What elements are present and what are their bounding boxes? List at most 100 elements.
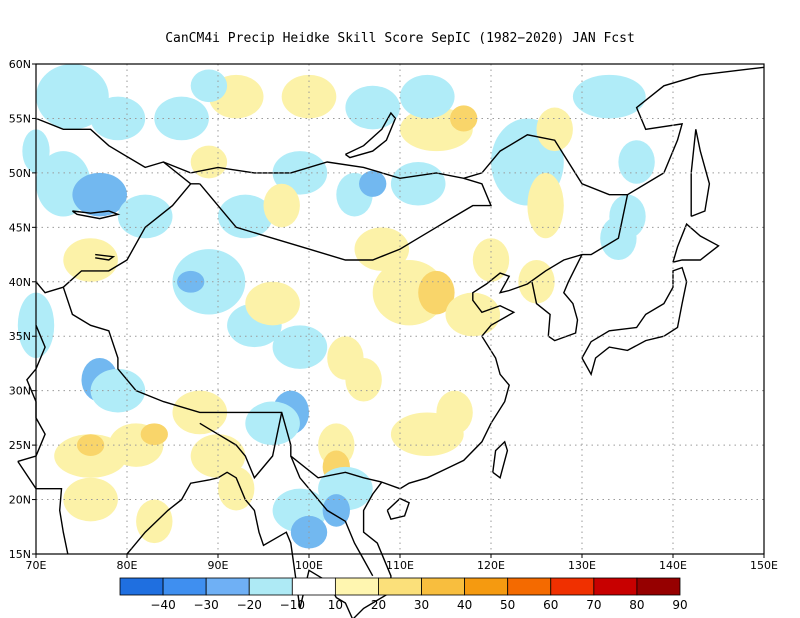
skill-patch [63, 477, 118, 522]
skill-patch [536, 107, 573, 152]
skill-patch [190, 145, 228, 179]
skill-patch [76, 434, 105, 456]
colorbar-label: 10 [328, 598, 343, 612]
lat-tick-label: 15N [9, 548, 31, 561]
map-title: CanCM4i Precip Heidke Skill Score SepIC … [165, 31, 635, 46]
coastline-segment [17, 461, 69, 555]
skill-patch [400, 74, 455, 119]
skill-patch [245, 281, 300, 326]
lat-tick-label: 50N [9, 167, 31, 180]
coastline-segment [381, 253, 583, 490]
coastline-segment [131, 471, 301, 609]
coastline-segment [492, 440, 509, 479]
lon-tick-label: 130E [568, 559, 596, 572]
colorbar-swatch [162, 577, 207, 596]
latitude-labels: 15N 20N 25N 30N 35N 40N 45N 50N 55N 60N [9, 58, 36, 561]
skill-patch [436, 390, 473, 435]
coastline-segment [126, 548, 133, 555]
skill-patch [345, 358, 382, 402]
colorbar-label: −40 [150, 598, 175, 612]
longitude-labels: 70E 80E 90E 100E 110E 120E 130E 140E 150E [26, 554, 778, 572]
coastline-segment [690, 129, 711, 218]
coastline-segment [35, 117, 200, 185]
coastline-segment [386, 497, 410, 521]
skill-patch [245, 401, 300, 446]
colorbar-swatch [378, 577, 422, 596]
lat-tick-label: 60N [9, 58, 31, 71]
colorbar-label: 20 [371, 598, 386, 612]
coastline-segment [290, 455, 374, 577]
coastline-segment [62, 183, 192, 288]
lat-tick-label: 30N [9, 385, 31, 398]
coastline-segment [672, 222, 720, 263]
colorbar-swatch [593, 577, 638, 596]
coastline-segment [62, 286, 382, 483]
skill-patch [190, 69, 228, 103]
colorbar-swatch [291, 577, 336, 596]
colorbar-swatch [550, 577, 595, 596]
colorbar: −40 −30 −20 −10 10 20 30 40 50 60 70 80 90 [119, 577, 688, 612]
skill-shading [17, 63, 655, 549]
coastline-segment [199, 177, 493, 261]
skill-patch [36, 63, 109, 130]
colorbar-swatch [464, 577, 509, 596]
lat-tick-label: 35N [9, 330, 31, 343]
skill-patch [72, 172, 127, 217]
lat-tick-label: 40N [9, 276, 31, 289]
colorbar-swatch [421, 577, 466, 596]
colorbar-swatch [636, 577, 681, 596]
coastline-segment [95, 253, 116, 261]
lon-tick-label: 70E [26, 559, 47, 572]
skill-patch [359, 170, 387, 197]
coastline-segment [344, 111, 397, 159]
lon-tick-label: 140E [659, 559, 687, 572]
skill-patch [322, 494, 350, 527]
lon-tick-label: 110E [386, 559, 414, 572]
colorbar-swatch [205, 577, 250, 596]
skill-patch [154, 96, 209, 141]
colorbar-swatch [334, 577, 379, 596]
skill-patch [218, 194, 273, 239]
skill-patch [445, 292, 501, 337]
skill-patch [450, 105, 478, 132]
skill-patch [90, 368, 146, 413]
lat-tick-label: 20N [9, 494, 31, 507]
coastline-segment [71, 210, 121, 220]
colorbar-label: 30 [414, 598, 429, 612]
colorbar-swatch [119, 577, 164, 596]
coastline-segment [581, 266, 688, 377]
coastline-segment [35, 281, 64, 294]
skill-patch [172, 249, 246, 315]
skill-patch [117, 194, 173, 239]
colorbar-label: 40 [457, 598, 472, 612]
lat-tick-label: 25N [9, 439, 31, 452]
skill-patch [272, 325, 328, 369]
skill-patch [263, 183, 300, 228]
skill-patch [618, 140, 655, 184]
skill-patch [345, 85, 401, 130]
skill-patch [472, 238, 510, 282]
colorbar-label: 90 [672, 598, 687, 612]
lon-tick-label: 100E [295, 559, 323, 572]
coastlines-and-borders [17, 66, 765, 618]
colorbar-label: −10 [280, 598, 305, 612]
colorbar-swatch [507, 577, 552, 596]
colorbar-label: 80 [629, 598, 644, 612]
skill-patch [90, 96, 146, 141]
skill-patch [527, 172, 564, 239]
colorbar-label: −20 [237, 598, 262, 612]
lat-tick-label: 55N [9, 112, 31, 125]
skill-patch [272, 151, 328, 195]
coastline-segment [199, 412, 283, 480]
graticule [36, 64, 764, 554]
skill-patch [190, 434, 246, 478]
skill-patch [390, 162, 446, 206]
lon-tick-label: 120E [477, 559, 505, 572]
colorbar-label: 50 [500, 598, 515, 612]
coastline-segment [531, 254, 583, 342]
colorbar-swatch [248, 577, 293, 596]
colorbar-label: 70 [586, 598, 601, 612]
lon-tick-label: 90E [208, 559, 229, 572]
lon-tick-label: 150E [750, 559, 778, 572]
